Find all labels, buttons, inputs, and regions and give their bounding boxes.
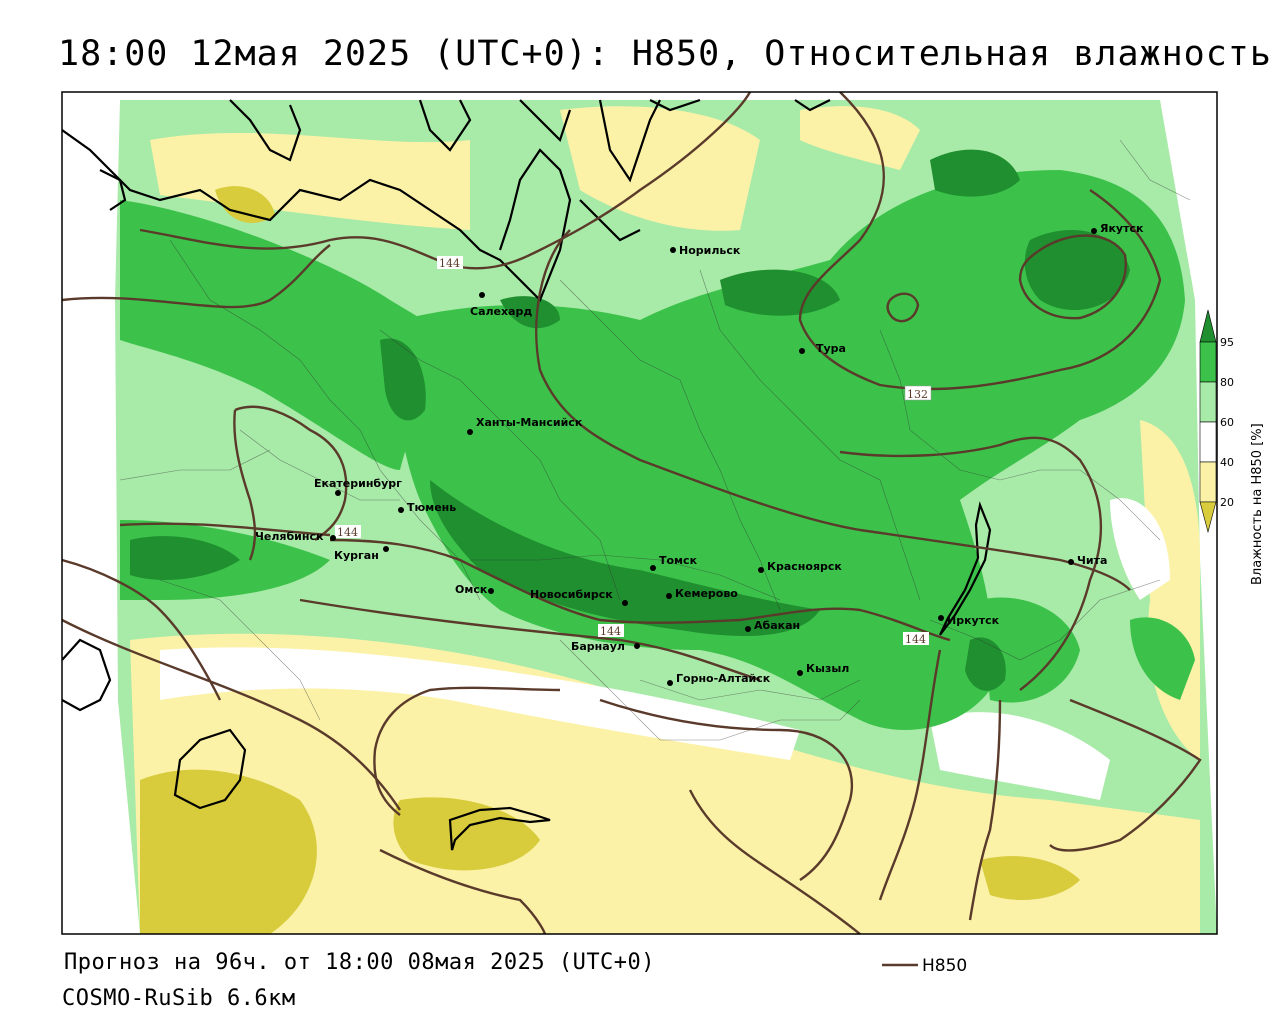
- svg-text:Кызыл: Кызыл: [806, 662, 849, 675]
- svg-text:Норильск: Норильск: [679, 244, 741, 257]
- svg-text:40: 40: [1220, 456, 1234, 469]
- svg-text:20: 20: [1220, 496, 1234, 509]
- svg-text:Салехард: Салехард: [470, 305, 532, 318]
- city-barnaul: Барнаул: [571, 640, 640, 653]
- contour-labels: 144 132 144 144 144: [335, 256, 932, 646]
- svg-text:Якутск: Якутск: [1100, 222, 1144, 235]
- h850-contours: [62, 92, 1202, 934]
- svg-text:Тюмень: Тюмень: [407, 501, 456, 514]
- city-khanty-mansiysk: Ханты-Мансийск: [467, 416, 583, 435]
- svg-text:Челябинск: Челябинск: [255, 530, 324, 543]
- city-tura: Тура: [799, 342, 846, 355]
- city-tyumen: Тюмень: [398, 501, 456, 514]
- svg-text:Горно-Алтайск: Горно-Алтайск: [676, 672, 771, 685]
- svg-text:Новосибирск: Новосибирск: [530, 588, 613, 601]
- svg-text:144: 144: [337, 526, 358, 539]
- svg-text:Томск: Томск: [659, 554, 698, 567]
- contour-label: 144: [335, 525, 361, 539]
- line-legend: H850: [882, 956, 967, 976]
- svg-text:Абакан: Абакан: [754, 619, 800, 632]
- city-gorno-altaysk: Горно-Алтайск: [667, 672, 771, 686]
- contour-label: 132: [904, 385, 932, 401]
- city-tomsk: Томск: [650, 554, 698, 571]
- city-omsk: Омск: [455, 583, 494, 596]
- svg-text:144: 144: [600, 625, 621, 638]
- svg-text:Ханты-Мансийск: Ханты-Мансийск: [476, 416, 583, 429]
- contour-label: 144: [903, 632, 929, 646]
- svg-text:Курган: Курган: [334, 549, 379, 562]
- map-frame: [61, 91, 1218, 935]
- contour-label: 144: [437, 256, 463, 270]
- svg-text:Кемерово: Кемерово: [675, 587, 738, 600]
- svg-text:Чита: Чита: [1077, 554, 1107, 567]
- city-krasnoyarsk: Красноярск: [758, 560, 842, 573]
- svg-text:132: 132: [907, 388, 928, 401]
- contour-label: 144: [598, 624, 624, 638]
- forecast-info: Прогноз на 96ч. от 18:00 08мая 2025 (UTC…: [64, 950, 656, 975]
- svg-text:80: 80: [1220, 376, 1234, 389]
- city-salekhard: Салехард: [470, 292, 532, 318]
- svg-text:Барнаул: Барнаул: [571, 640, 625, 653]
- svg-text:Влажность на H850 [%]: Влажность на H850 [%]: [1250, 423, 1265, 585]
- city-yakutsk: Якутск: [1091, 222, 1144, 235]
- svg-text:144: 144: [439, 257, 460, 270]
- city-norilsk: Норильск: [670, 244, 741, 257]
- humidity-field: [115, 100, 1217, 934]
- colorbar: 95 80 60 40 20 Влажность на H850 [%]: [1199, 309, 1265, 585]
- svg-text:H850: H850: [922, 956, 967, 976]
- svg-text:Тура: Тура: [816, 342, 846, 355]
- city-yekaterinburg: Екатеринбург: [314, 477, 402, 496]
- svg-text:95: 95: [1220, 336, 1234, 349]
- region-boundaries: [119, 139, 1191, 741]
- svg-text:144: 144: [905, 633, 926, 646]
- map-title: 18:00 12мая 2025 (UTC+0): H850, Относите…: [58, 34, 1272, 74]
- svg-text:Омск: Омск: [455, 583, 488, 596]
- city-kyzyl: Кызыл: [797, 662, 849, 676]
- city-irkutsk: Иркутск: [938, 614, 1000, 627]
- city-chita: Чита: [1068, 554, 1107, 567]
- city-abakan: Абакан: [745, 619, 800, 632]
- model-name: COSMO-RuSib 6.6км: [62, 986, 296, 1011]
- city-novosibirsk: Новосибирск: [530, 588, 628, 606]
- city-kemerovo: Кемерово: [666, 587, 738, 600]
- city-kurgan: Курган: [334, 546, 389, 562]
- svg-text:Екатеринбург: Екатеринбург: [314, 477, 402, 490]
- svg-text:Красноярск: Красноярск: [767, 560, 842, 573]
- svg-text:Иркутск: Иркутск: [947, 614, 1000, 627]
- city-markers: Норильск Якутск Салехард Тура Ханты-Манс…: [255, 222, 1144, 686]
- city-chelyabinsk: Челябинск: [255, 530, 336, 543]
- svg-text:60: 60: [1220, 416, 1234, 429]
